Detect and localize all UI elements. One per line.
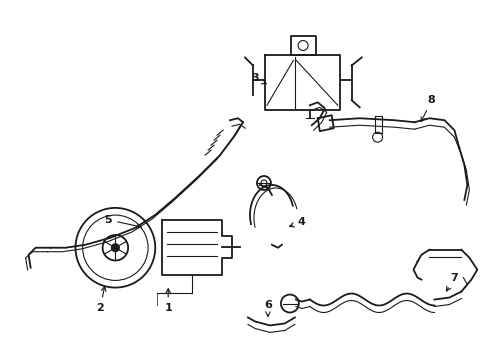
- Text: 3: 3: [251, 73, 266, 84]
- Text: 7: 7: [446, 273, 457, 291]
- Text: 4: 4: [289, 217, 305, 227]
- Text: 6: 6: [264, 300, 271, 316]
- Text: 8: 8: [420, 95, 434, 122]
- Text: 2: 2: [96, 287, 106, 312]
- Text: 5: 5: [104, 215, 141, 228]
- Circle shape: [111, 244, 119, 252]
- Text: 1: 1: [164, 289, 172, 312]
